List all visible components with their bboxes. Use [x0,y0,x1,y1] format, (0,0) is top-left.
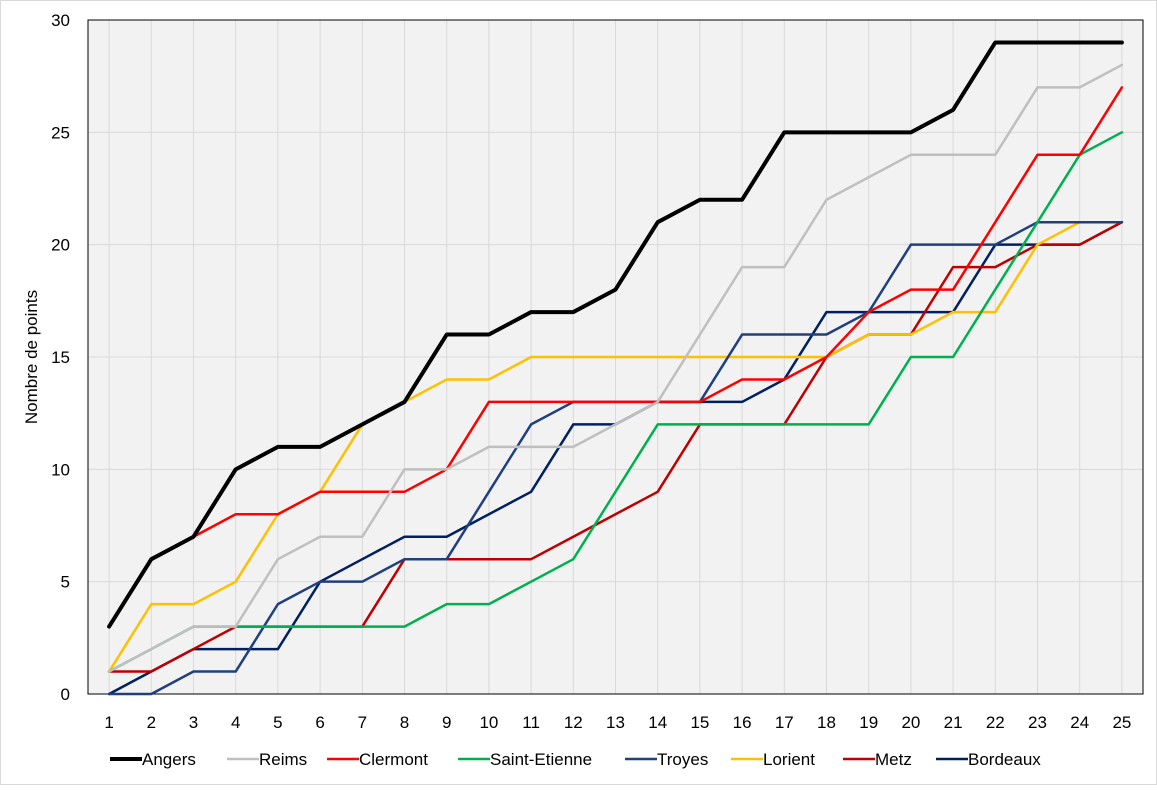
x-tick-label: 25 [1112,713,1131,732]
series-line-clermont [107,86,1124,628]
legend-label: Lorient [763,750,815,769]
y-tick-label: 10 [51,460,70,479]
y-tick-label: 20 [51,236,70,255]
series-line-reims [107,63,1124,673]
y-tick-label: 25 [51,123,70,142]
x-tick-label: 4 [231,713,240,732]
x-tick-label: 2 [147,713,156,732]
x-tick-label: 22 [986,713,1005,732]
legend: Angers Reims Clermont Saint-Etienne Troyes Lo… [110,750,1041,769]
x-tick-label: 19 [859,713,878,732]
y-tick-label: 5 [61,573,70,592]
legend-label: Angers [142,750,196,769]
x-tick-label: 11 [522,713,540,732]
series-line-saint-etienne [107,131,1124,673]
plot-frame [87,19,1144,695]
x-tick-label: 14 [648,713,667,732]
x-tick-label: 13 [606,713,625,732]
x-tick-label: 6 [315,713,324,732]
x-tick-label: 24 [1070,713,1089,732]
x-tick-label: 12 [564,713,583,732]
x-tick-label: 10 [479,713,498,732]
legend-label: Bordeaux [968,750,1041,769]
legend-label: Saint-Etienne [490,750,592,769]
x-tick-label: 9 [442,713,451,732]
series-lines [107,40,1124,696]
x-tick-label: 18 [817,713,836,732]
legend-label: Troyes [657,750,708,769]
legend-label: Metz [875,750,912,769]
y-axis-ticks: 0 5 10 15 20 25 30 [51,11,70,704]
y-axis-label: Nombre de points [22,290,41,424]
x-tick-label: 8 [400,713,409,732]
x-tick-label: 3 [189,713,198,732]
legend-label: Clermont [359,750,428,769]
x-tick-label: 16 [733,713,752,732]
x-tick-label: 5 [273,713,282,732]
series-line-angers [107,40,1124,629]
x-tick-label: 1 [104,713,113,732]
x-tick-label: 21 [944,713,963,732]
y-tick-label: 0 [61,685,70,704]
x-tick-label: 20 [901,713,920,732]
y-tick-label: 30 [51,11,70,30]
x-tick-label: 7 [358,713,367,732]
x-tick-label: 23 [1028,713,1047,732]
x-axis-ticks: 1 2 3 4 5 6 7 8 9 10 11 12 13 14 15 16 17 18 19 20 21 22 23 24 2… [104,713,1131,732]
x-tick-label: 17 [775,713,794,732]
y-tick-label: 15 [51,348,70,367]
x-tick-label: 15 [690,713,709,732]
legend-label: Reims [259,750,307,769]
